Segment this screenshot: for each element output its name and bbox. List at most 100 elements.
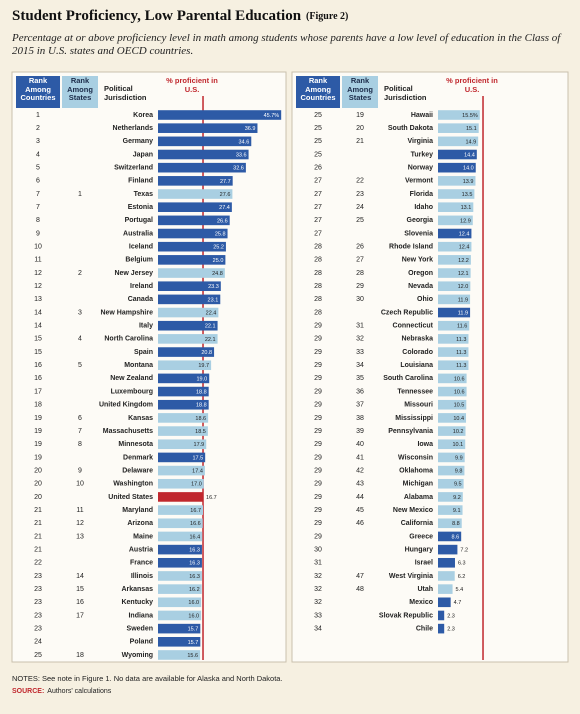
rank-country: 29	[314, 428, 322, 435]
rank-country: 29	[314, 507, 322, 514]
jurisdiction: Germany	[123, 138, 153, 145]
value-label: 26.6	[217, 218, 228, 224]
value-label: 12.2	[458, 258, 469, 264]
value-label: 15.5%	[462, 113, 478, 119]
rank-state: 13	[76, 533, 84, 540]
bar	[438, 465, 465, 476]
jurisdiction: Georgia	[407, 217, 434, 224]
rank-country: 22	[34, 560, 42, 567]
bar	[158, 492, 204, 502]
value-label: 13.1	[461, 205, 472, 211]
bar	[158, 373, 210, 384]
rank-state: 28	[356, 270, 364, 277]
jurisdiction: Japan	[133, 151, 153, 158]
rank-country: 20	[34, 467, 42, 474]
bar	[438, 597, 451, 608]
jurisdiction: Ohio	[417, 296, 433, 303]
rank-country: 6	[36, 178, 40, 185]
bar	[158, 334, 218, 344]
rank-country: 9	[36, 230, 40, 237]
value-label: 6.3	[458, 561, 466, 567]
value-label: 9.8	[455, 469, 463, 475]
rank-country: 11	[34, 257, 41, 264]
value-label: 11.6	[457, 324, 467, 330]
jurisdiction: Texas	[134, 191, 153, 198]
value-label: 16.7	[190, 508, 201, 514]
value-label: 7.2	[460, 548, 468, 554]
rank-state: 34	[356, 362, 364, 369]
jurisdiction: Norway	[408, 165, 433, 172]
bar	[158, 650, 201, 660]
value-label: 19.0	[196, 376, 207, 382]
rank-state: 15	[76, 586, 84, 593]
bar	[158, 360, 212, 371]
rank-country: 29	[314, 323, 322, 330]
rank-country: 10	[34, 244, 42, 251]
bar	[438, 373, 467, 384]
bar	[438, 123, 479, 133]
header-proficient: % proficient in U.S.	[166, 76, 218, 94]
rank-country: 4	[36, 151, 40, 158]
jurisdiction: Oklahoma	[399, 467, 433, 474]
rank-country: 28	[314, 283, 322, 290]
rank-state: 41	[356, 454, 364, 461]
bar	[438, 492, 463, 502]
rank-country: 29	[314, 494, 322, 501]
jurisdiction: North Carolina	[104, 336, 153, 343]
rank-state: 3	[78, 309, 82, 316]
jurisdiction: California	[401, 520, 433, 527]
jurisdiction: West Virginia	[389, 573, 433, 580]
value-label: 14.0	[463, 166, 474, 172]
bar	[438, 228, 472, 239]
rank-state: 26	[356, 244, 364, 251]
value-label: 11.3	[456, 363, 466, 369]
header-box-countries	[16, 76, 60, 108]
rank-country: 28	[314, 309, 322, 316]
rank-country: 29	[314, 415, 322, 422]
jurisdiction: Rhode Island	[389, 244, 433, 251]
bar	[438, 478, 464, 489]
bar	[438, 531, 462, 542]
value-label: 25.0	[213, 258, 224, 264]
header-rank-states: Rank Among States	[67, 76, 93, 102]
jurisdiction: Wyoming	[122, 652, 153, 659]
value-label: 23.1	[208, 297, 219, 303]
rank-country: 25	[314, 112, 322, 119]
value-label: 25.2	[213, 245, 224, 251]
value-label: 9.9	[455, 455, 463, 461]
rank-country: 23	[34, 586, 42, 593]
rank-country: 29	[314, 481, 322, 488]
rank-state: 33	[356, 349, 364, 356]
jurisdiction: Delaware	[122, 467, 153, 474]
value-label: 16.3	[189, 574, 200, 580]
rank-country: 18	[34, 402, 42, 409]
rank-country: 29	[314, 402, 322, 409]
jurisdiction: Connecticut	[393, 323, 434, 330]
jurisdiction: Estonia	[128, 204, 153, 211]
value-label: 8.6	[452, 534, 460, 540]
value-label: 16.3	[189, 561, 200, 567]
value-label: 11.9	[458, 297, 468, 303]
value-label: 11.3	[456, 337, 466, 343]
jurisdiction: United States	[108, 494, 153, 501]
bar	[438, 571, 455, 581]
jurisdiction: Iceland	[129, 244, 153, 251]
rank-country: 25	[314, 151, 322, 158]
value-label: 16.0	[188, 613, 199, 619]
bar	[438, 215, 473, 226]
value-label: 15.6	[187, 653, 198, 659]
rank-country: 34	[314, 625, 322, 632]
jurisdiction: South Carolina	[383, 375, 433, 382]
source-label: SOURCE:	[12, 688, 44, 695]
rank-country: 28	[314, 296, 322, 303]
value-label: 14.4	[464, 152, 475, 158]
bar	[438, 347, 469, 357]
jurisdiction: Utah	[417, 586, 433, 593]
rank-country: 29	[314, 441, 322, 448]
rank-state: 8	[78, 441, 82, 448]
bar	[158, 123, 258, 133]
rank-country: 25	[34, 652, 42, 659]
value-label: 22.1	[205, 324, 216, 330]
rank-country: 27	[314, 204, 322, 211]
rank-state: 14	[76, 573, 84, 580]
